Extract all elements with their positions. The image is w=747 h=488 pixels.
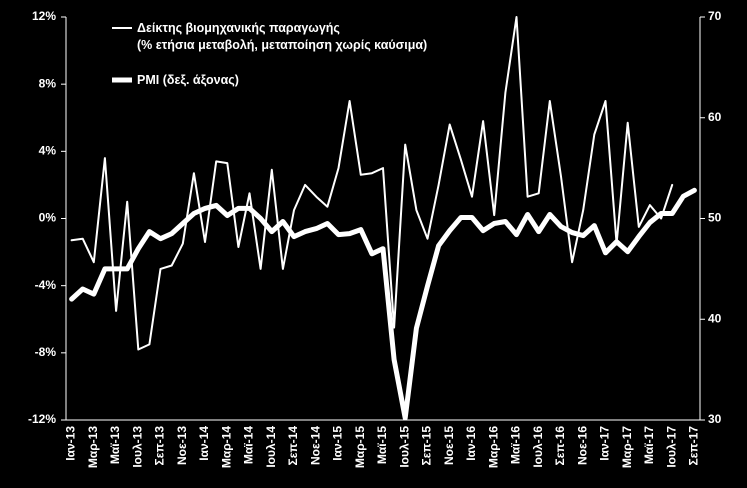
y-tick-label: -12% xyxy=(28,412,56,426)
legend-label: PMI (δεξ. άξονας) xyxy=(137,73,239,87)
x-tick-label: Ιουλ-15 xyxy=(397,426,411,468)
x-tick-label: Μαϊ-15 xyxy=(375,426,389,464)
x-tick-label: Μαρ-16 xyxy=(486,426,500,468)
y-tick-label: -8% xyxy=(35,345,57,359)
x-tick-label: Σεπ-17 xyxy=(687,426,701,466)
y2-tick-label: 60 xyxy=(708,110,722,124)
series-line xyxy=(70,16,674,351)
x-tick-label: Ιουλ-17 xyxy=(664,426,678,468)
y-tick-label: 4% xyxy=(39,144,57,158)
x-tick-label: Ιουλ-13 xyxy=(130,426,144,468)
x-tick-label: Σεπ-13 xyxy=(153,426,167,466)
x-tick-label: Μαρ-15 xyxy=(353,426,367,468)
x-tick-label: Νοε-14 xyxy=(308,426,322,465)
x-tick-label: Ιαν-13 xyxy=(64,426,78,461)
x-tick-label: Σεπ-16 xyxy=(553,426,567,466)
y-tick-label: 0% xyxy=(39,211,57,225)
x-tick-label: Σεπ-15 xyxy=(420,426,434,466)
x-tick-label: Σεπ-14 xyxy=(286,426,300,466)
legend-label: Δείκτης βιομηχανικής παραγωγής (% ετήσια… xyxy=(137,21,428,52)
y2-tick-label: 70 xyxy=(708,9,722,23)
x-tick-label: Μαρ-17 xyxy=(620,426,634,468)
y-tick-label: 8% xyxy=(39,76,57,90)
y2-tick-label: 30 xyxy=(708,412,722,426)
x-tick-label: Ιαν-16 xyxy=(464,426,478,461)
x-tick-label: Ιαν-15 xyxy=(331,426,345,461)
x-tick-label: Νοε-15 xyxy=(442,426,456,465)
x-tick-label: Μαϊ-13 xyxy=(108,426,122,464)
x-tick-label: Μαρ-14 xyxy=(219,426,233,468)
x-tick-label: Νοε-16 xyxy=(575,426,589,465)
x-tick-label: Ιουλ-16 xyxy=(531,426,545,468)
y2-tick-label: 40 xyxy=(708,311,722,325)
y-tick-label: 12% xyxy=(32,9,56,23)
series-line xyxy=(69,187,697,421)
x-tick-label: Ιουλ-14 xyxy=(264,426,278,468)
y-tick-label: -4% xyxy=(35,278,57,292)
x-tick-label: Μαϊ-17 xyxy=(642,426,656,464)
x-tick-label: Μαϊ-16 xyxy=(509,426,523,464)
x-tick-label: Ιαν-17 xyxy=(598,426,612,461)
y2-tick-label: 50 xyxy=(708,211,722,225)
x-tick-label: Μαρ-13 xyxy=(86,426,100,468)
x-tick-label: Νοε-13 xyxy=(175,426,189,465)
x-tick-label: Μαϊ-14 xyxy=(242,426,256,464)
x-tick-label: Ιαν-14 xyxy=(197,426,211,461)
